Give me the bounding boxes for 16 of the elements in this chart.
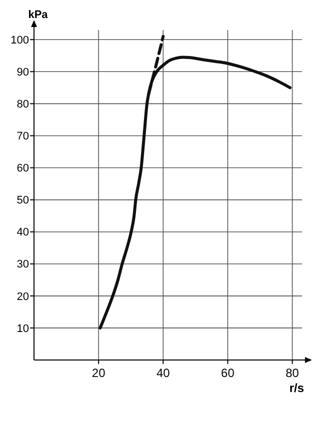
y-tick-label: 80	[16, 98, 29, 111]
x-tick-label: 80	[286, 366, 300, 380]
y-tick-label: 20	[16, 290, 29, 303]
y-tick-label: 50	[16, 194, 29, 207]
x-tick-label: 60	[221, 366, 235, 380]
x-axis-title: r/s	[289, 381, 304, 395]
y-tick-label: 70	[16, 130, 29, 143]
x-tick-label: 20	[92, 366, 106, 380]
y-tick-label: 90	[16, 66, 29, 78]
y-tick-label: 10	[16, 322, 29, 335]
y-tick-label: 30	[16, 258, 29, 271]
y-tick-label: 40	[16, 226, 29, 239]
y-axis-title: kPa	[28, 9, 49, 21]
y-tick-label: 60	[16, 162, 29, 175]
x-tick-label: 40	[156, 366, 170, 380]
y-tick-label: 100	[10, 34, 29, 46]
